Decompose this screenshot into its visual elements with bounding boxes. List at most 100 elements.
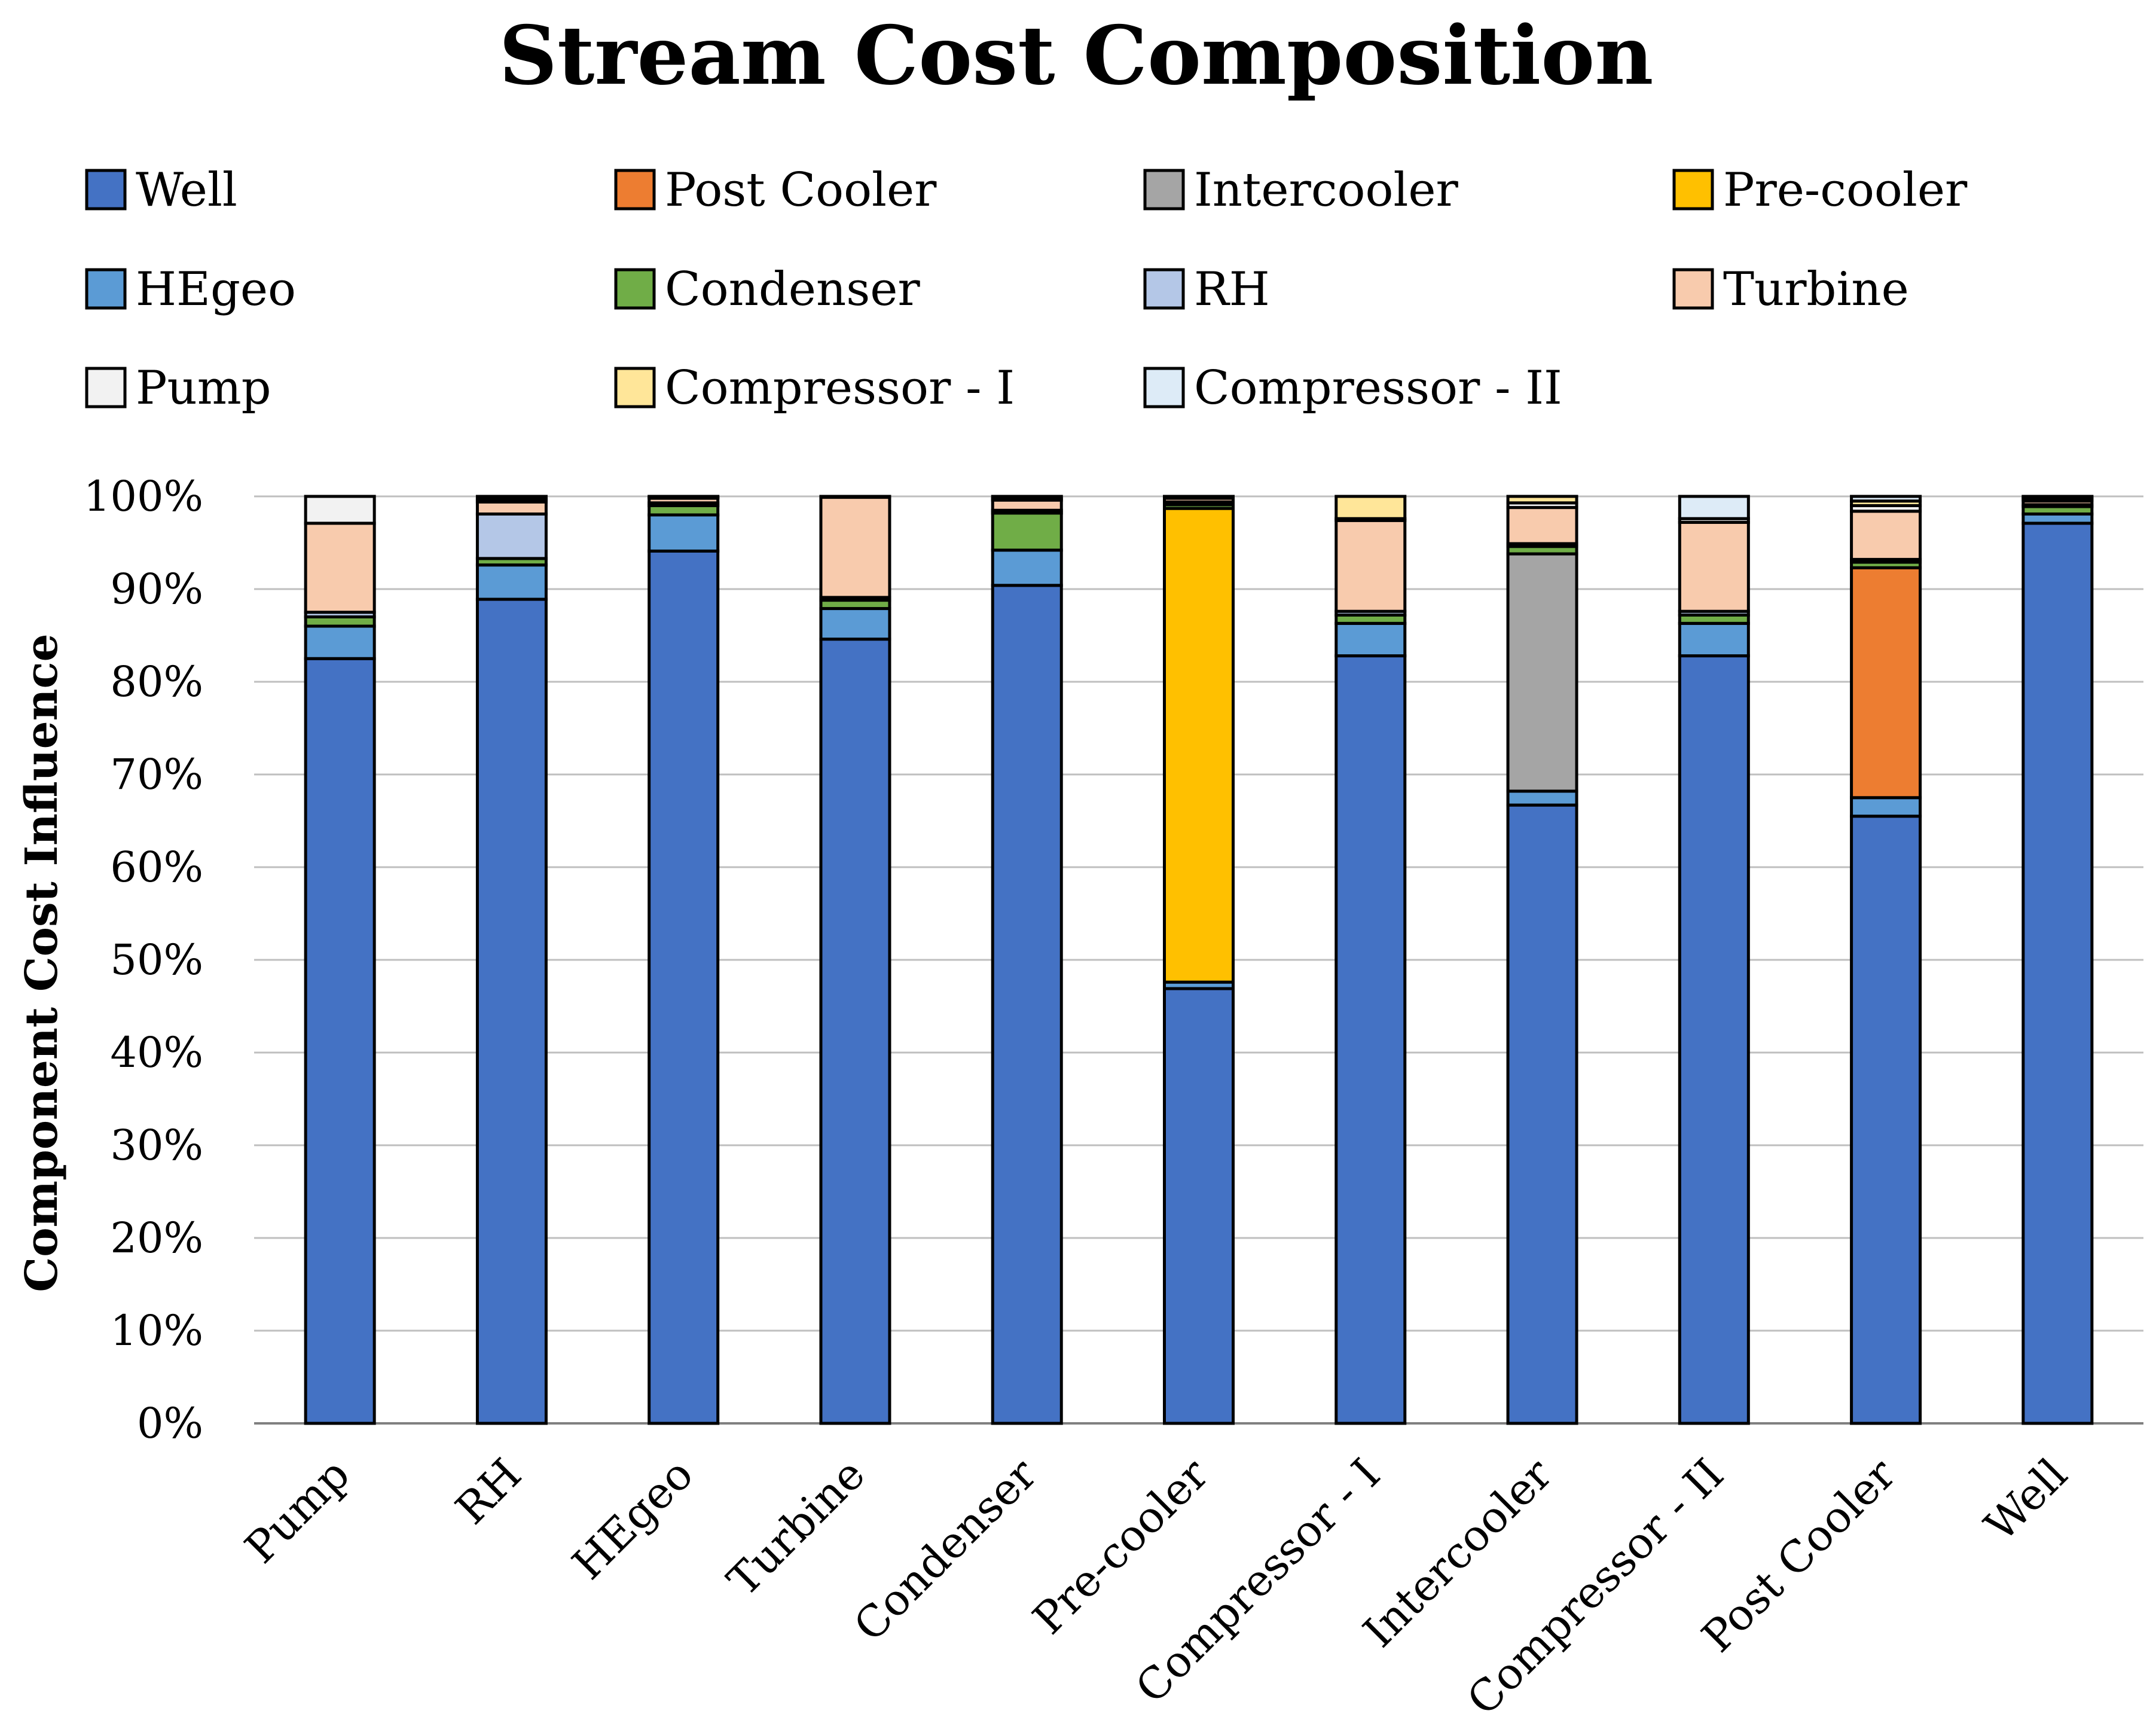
bar-segment-turbine xyxy=(304,521,376,614)
bar-segment-well xyxy=(1334,654,1407,1425)
bar-stack-intercooler xyxy=(1506,495,1578,1425)
legend-item-compressor-i: Compressor - I xyxy=(614,361,1015,415)
legend-item-well: Well xyxy=(85,163,237,217)
bar-segment-compressor-i xyxy=(1506,495,1578,505)
bar-segment-turbine xyxy=(819,496,891,599)
x-tick-label: Pump xyxy=(235,1449,359,1573)
legend-item-rh: RH xyxy=(1143,263,1270,316)
legend-swatch xyxy=(1672,268,1714,310)
chart-title: Stream Cost Composition xyxy=(499,8,1654,103)
bar-segment-compressor-ii xyxy=(2021,495,2094,499)
x-tick-label: Well xyxy=(1975,1449,2076,1551)
y-tick-label: 30% xyxy=(110,1121,203,1170)
bar-segment-compressor-ii xyxy=(1678,495,1750,520)
x-tick-label: Turbine xyxy=(717,1449,874,1606)
legend-item-pre-cooler: Pre-cooler xyxy=(1672,163,1968,217)
legend-item-post-cooler: Post Cooler xyxy=(614,163,937,217)
bar-stack-compressor-ii xyxy=(1678,495,1750,1425)
bar-stack-turbine xyxy=(819,495,891,1425)
legend-swatch xyxy=(85,268,127,310)
bar-stack-well xyxy=(2021,495,2094,1425)
bar-segment-turbine xyxy=(1334,519,1407,613)
bar-segment-well xyxy=(475,597,548,1425)
legend-label: Compressor - I xyxy=(665,361,1015,415)
bar-segment-intercooler xyxy=(1506,552,1578,793)
bar-stack-compressor-i xyxy=(1334,495,1407,1425)
y-tick-label: 90% xyxy=(110,565,203,614)
bar-segment-hegeo xyxy=(1850,796,1922,818)
legend-label: Condenser xyxy=(665,263,920,316)
bar-segment-well xyxy=(1850,815,1922,1425)
legend-label: Turbine xyxy=(1723,263,1909,316)
x-tick-label: HEgeo xyxy=(563,1449,703,1589)
x-axis-labels: Pump RH HEgeo TurbineCondenserPre-coolerCom… xyxy=(235,1448,2076,1717)
legend-swatch xyxy=(1143,268,1185,310)
legend-swatch xyxy=(614,268,656,310)
bar-segment-turbine xyxy=(1850,510,1922,561)
bar-segment-hegeo xyxy=(819,607,891,641)
bar-segment-hegeo xyxy=(648,513,720,553)
bar-segment-turbine xyxy=(475,500,548,516)
legend-swatch xyxy=(85,169,127,211)
bar-segment-pump xyxy=(304,495,376,525)
bar-segment-hegeo xyxy=(991,548,1063,587)
bar-segment-pump xyxy=(819,495,891,499)
bar-segment-pre-cooler xyxy=(1163,507,1235,984)
bar-segment-turbine xyxy=(1506,506,1578,545)
bar-segment-hegeo xyxy=(304,624,376,660)
legend-label: Pre-cooler xyxy=(1723,163,1968,217)
bar-segment-turbine xyxy=(991,498,1063,512)
legend-label: Intercooler xyxy=(1194,163,1459,217)
bar-segment-well xyxy=(304,657,376,1425)
legend-swatch xyxy=(1672,169,1714,211)
legend-label: Post Cooler xyxy=(665,163,937,217)
legend-label: Well xyxy=(136,163,237,217)
bar-segment-compressor-i xyxy=(1163,495,1235,499)
bar-stack-rh xyxy=(475,495,548,1425)
y-tick-label: 70% xyxy=(110,750,203,799)
bar-segment-hegeo xyxy=(475,563,548,601)
bar-segment-well xyxy=(819,638,891,1425)
bar-segment-hegeo xyxy=(1678,621,1750,658)
bar-segment-well xyxy=(991,584,1063,1425)
bar-segment-turbine xyxy=(1678,520,1750,613)
bar-segment-compressor-i xyxy=(1334,495,1407,520)
y-axis-ticks: 0% 10% 20% 30% 40% 50% 60% 70% 80% 90% 100% xyxy=(84,472,203,1448)
y-tick-label: 50% xyxy=(110,935,203,984)
legend-swatch xyxy=(85,367,127,408)
y-tick-label: 10% xyxy=(110,1306,203,1355)
legend-label: Pump xyxy=(136,361,271,415)
bar-segment-well xyxy=(648,549,720,1425)
bar-segment-condenser xyxy=(991,511,1063,552)
bar-segment-compressor-i xyxy=(648,495,720,499)
x-tick-label: RH xyxy=(446,1449,531,1534)
bars xyxy=(304,495,2094,1425)
legend-swatch xyxy=(1143,169,1185,211)
bar-segment-compressor-i xyxy=(475,495,548,501)
x-tick-label: Condenser xyxy=(844,1448,1046,1651)
legend-label: RH xyxy=(1194,263,1270,316)
legend-label: HEgeo xyxy=(136,263,296,316)
y-tick-label: 100% xyxy=(84,472,203,521)
legend-swatch xyxy=(1143,367,1185,408)
y-tick-label: 40% xyxy=(110,1028,203,1077)
legend-item-intercooler: Intercooler xyxy=(1143,163,1459,217)
legend-item-condenser: Condenser xyxy=(614,263,920,316)
bar-segment-well xyxy=(1506,803,1578,1425)
y-tick-label: 20% xyxy=(110,1213,203,1262)
bar-segment-hegeo xyxy=(1334,621,1407,658)
bar-segment-well xyxy=(2021,521,2094,1425)
legend-item-pump: Pump xyxy=(85,361,271,415)
bar-segment-rh xyxy=(475,512,548,560)
bar-segment-compressor-ii xyxy=(1850,495,1922,503)
bar-segment-post-cooler xyxy=(1850,566,1922,800)
bar-segment-well xyxy=(1163,987,1235,1425)
y-tick-label: 0% xyxy=(137,1399,203,1448)
legend-swatch xyxy=(614,169,656,211)
bar-stack-hegeo xyxy=(648,495,720,1425)
legend-label: Compressor - II xyxy=(1194,361,1562,415)
legend-swatch xyxy=(614,367,656,408)
bar-segment-hegeo xyxy=(1506,789,1578,807)
bar-stack-pump xyxy=(304,495,376,1425)
